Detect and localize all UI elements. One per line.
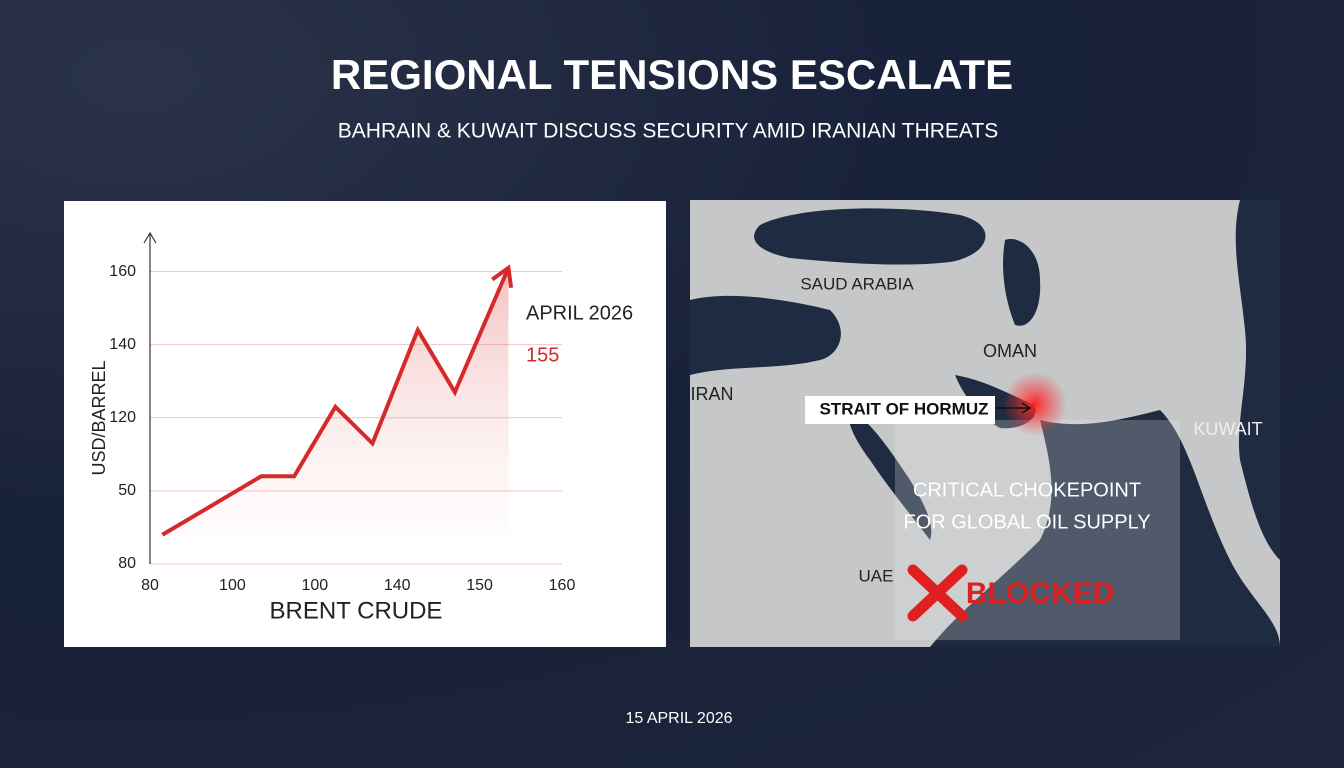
map-label: OMAN bbox=[983, 341, 1037, 361]
x-tick-label: 100 bbox=[301, 577, 328, 594]
line-area bbox=[162, 267, 509, 535]
bay-of-bengal bbox=[1235, 200, 1280, 560]
y-axis-label: USD/BARREL bbox=[89, 360, 109, 475]
x-tick-label: 150 bbox=[466, 577, 493, 594]
map-label: SAUD ARABIA bbox=[800, 274, 914, 293]
y-tick-label: 80 bbox=[118, 555, 136, 572]
title: REGIONAL TENSIONS ESCALATE bbox=[331, 51, 1013, 98]
y-tick-label: 140 bbox=[109, 336, 136, 353]
chart-panel bbox=[64, 201, 666, 647]
x-tick-label: 100 bbox=[219, 577, 246, 594]
arabian-sea bbox=[930, 410, 1280, 647]
y-tick-label: 120 bbox=[109, 409, 136, 426]
red-sea bbox=[848, 410, 932, 540]
line-arrowhead bbox=[491, 264, 514, 288]
map-label: KUWAIT bbox=[1193, 419, 1262, 439]
mediterranean bbox=[690, 295, 841, 375]
callout-line: CRITICAL CHOKEPOINT bbox=[913, 479, 1141, 501]
y-tick-label: 160 bbox=[109, 263, 136, 280]
annotation: 155 bbox=[526, 344, 559, 366]
strait-arrow bbox=[995, 402, 1032, 414]
y-axis bbox=[143, 231, 157, 564]
y-tick-label: 50 bbox=[118, 482, 136, 499]
x-tick-label: 80 bbox=[141, 577, 159, 594]
x-axis-label: BRENT CRUDE bbox=[270, 597, 443, 624]
hormuz-glow bbox=[1003, 372, 1067, 436]
caspian-sea bbox=[1003, 239, 1041, 326]
blocked-x bbox=[907, 564, 968, 622]
map: SAUD ARABIA OMAN IRAN KUWAIT UAE STRAIT … bbox=[690, 200, 1280, 647]
annotation: APRIL 2026 bbox=[526, 302, 633, 324]
blocked-label: BLOCKED bbox=[966, 577, 1114, 610]
strait-label-box bbox=[805, 396, 995, 424]
line bbox=[161, 267, 511, 537]
black-sea bbox=[754, 208, 986, 265]
map-label: UAE bbox=[859, 566, 894, 585]
x-tick-label: 140 bbox=[384, 577, 411, 594]
map-label: IRAN bbox=[690, 384, 733, 404]
footer-date: 15 APRIL 2026 bbox=[625, 710, 732, 727]
subtitle: BAHRAIN & KUWAIT DISCUSS SECURITY AMID I… bbox=[338, 120, 998, 143]
x-tick-label: 160 bbox=[549, 577, 576, 594]
chart: 160 140 120 50 80 80 100 100 140 150 160 BRENT CRUD… bbox=[89, 231, 633, 624]
strait-label: STRAIT OF HORMUZ bbox=[819, 399, 988, 418]
callout-line: FOR GLOBAL OIL SUPPLY bbox=[903, 511, 1150, 533]
